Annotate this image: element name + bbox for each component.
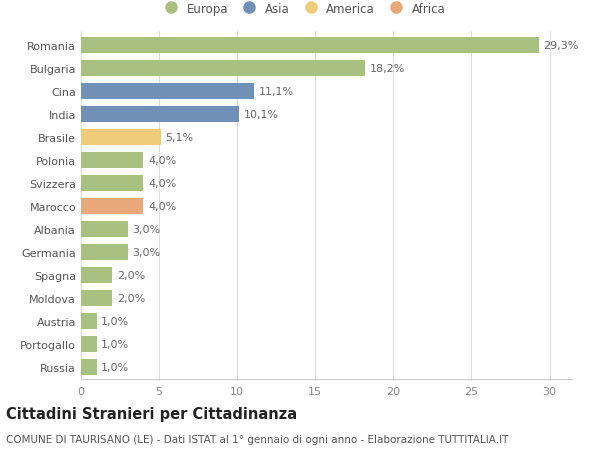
Text: 3,0%: 3,0% (133, 224, 161, 235)
Bar (81, 245, 128, 260)
Text: 1,0%: 1,0% (101, 339, 130, 349)
Bar (81, 84, 254, 100)
Text: COMUNE DI TAURISANO (LE) - Dati ISTAT al 1° gennaio di ogni anno - Elaborazione : COMUNE DI TAURISANO (LE) - Dati ISTAT al… (6, 434, 508, 444)
Text: 29,3%: 29,3% (544, 41, 578, 51)
Bar (81, 38, 539, 54)
Bar (81, 176, 143, 191)
Text: 5,1%: 5,1% (166, 133, 193, 143)
Text: 10,1%: 10,1% (244, 110, 278, 120)
Text: 11,1%: 11,1% (259, 87, 294, 97)
Text: 4,0%: 4,0% (148, 179, 176, 189)
Text: 2,0%: 2,0% (117, 293, 145, 303)
Bar (81, 222, 128, 237)
Text: 18,2%: 18,2% (370, 64, 406, 74)
Text: 1,0%: 1,0% (101, 316, 130, 326)
Text: 2,0%: 2,0% (117, 270, 145, 280)
Bar (81, 199, 143, 214)
Text: 4,0%: 4,0% (148, 202, 176, 212)
Bar (81, 130, 161, 146)
Text: 1,0%: 1,0% (101, 362, 130, 372)
Bar (81, 313, 97, 329)
Bar (81, 336, 97, 352)
Text: Cittadini Stranieri per Cittadinanza: Cittadini Stranieri per Cittadinanza (6, 406, 297, 421)
Text: 4,0%: 4,0% (148, 156, 176, 166)
Bar (81, 107, 239, 123)
Bar (81, 359, 97, 375)
Legend: Europa, Asia, America, Africa: Europa, Asia, America, Africa (155, 0, 450, 20)
Text: 3,0%: 3,0% (133, 247, 161, 257)
Bar (81, 291, 112, 306)
Bar (81, 61, 365, 77)
Bar (81, 268, 112, 283)
Bar (81, 153, 143, 168)
